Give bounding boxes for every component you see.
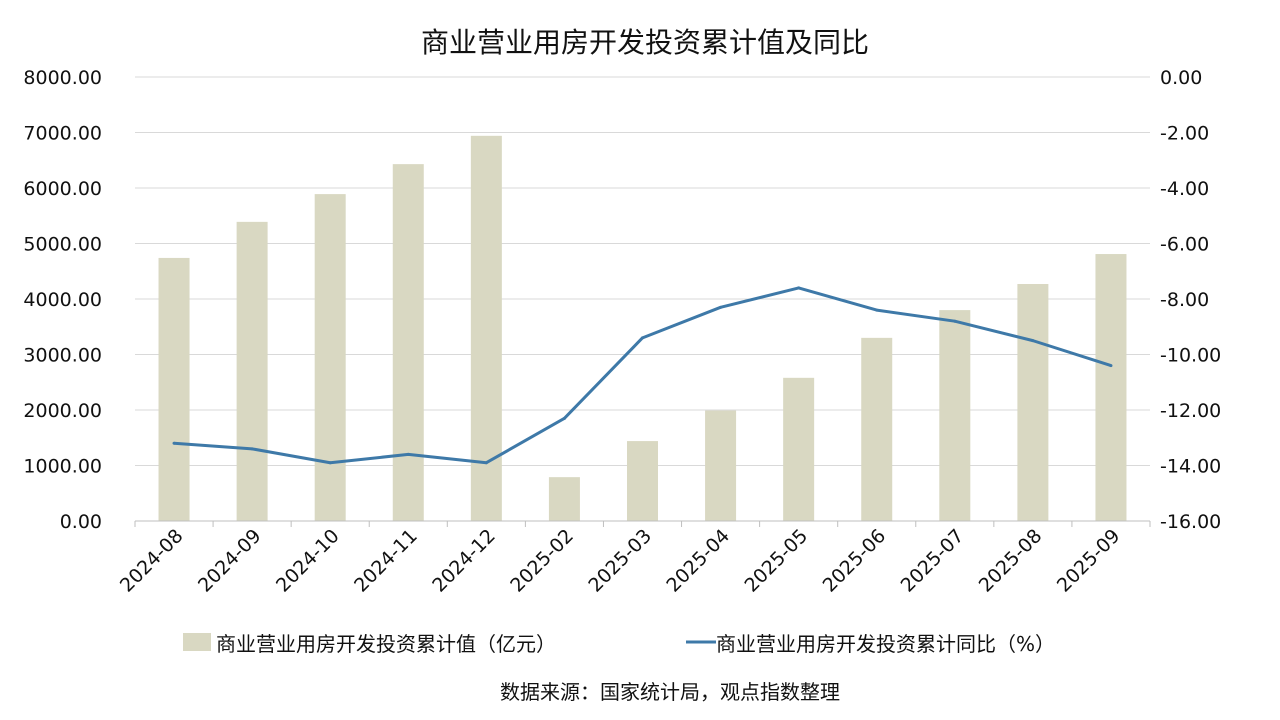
x-tick-label: 2025-05	[740, 525, 812, 597]
right-tick-label: 0.00	[1160, 67, 1202, 89]
bar	[548, 477, 580, 521]
source-note: 数据来源：国家统计局，观点指数整理	[500, 680, 840, 704]
left-tick-label: 1000.00	[23, 456, 102, 478]
x-axis: 2024-08 2024-09 2024-10 2024-11 2024-12 2025-…	[116, 520, 1151, 597]
left-tick-label: 6000.00	[23, 178, 102, 200]
line-point	[953, 319, 957, 323]
right-axis: -16.00 -14.00 -12.00 -10.00 -8.00 -6.00 -4.00 -…	[1160, 67, 1221, 533]
left-axis: 0.00 1000.00 2000.00 3000.00 4000.00 5000.00 6…	[23, 67, 102, 533]
left-tick-label: 4000.00	[23, 289, 102, 311]
line-series	[173, 286, 1112, 465]
legend-bar-swatch	[183, 633, 211, 651]
x-tick-label: 2025-08	[975, 525, 1047, 597]
left-tick-label: 2000.00	[23, 400, 102, 422]
x-tick-label: 2024-11	[350, 525, 422, 597]
legend-line-label: 商业营业用房开发投资累计同比（%）	[716, 632, 1055, 656]
x-tick-label: 2024-08	[116, 525, 188, 597]
legend: 商业营业用房开发投资累计值（亿元） 商业营业用房开发投资累计同比（%）	[183, 632, 1055, 656]
x-tick-label: 2025-09	[1053, 525, 1125, 597]
bar	[705, 410, 737, 521]
right-tick-label: -10.00	[1160, 345, 1221, 367]
x-tick-label: 2025-06	[819, 525, 891, 597]
line-point	[406, 452, 410, 456]
right-tick-label: -2.00	[1160, 123, 1209, 145]
x-tick-label: 2025-03	[584, 525, 656, 597]
grid-layer	[135, 76, 1150, 466]
bar	[861, 337, 893, 521]
line-point	[562, 416, 566, 420]
bar	[1095, 254, 1127, 522]
right-tick-label: -6.00	[1160, 234, 1209, 256]
line-point	[1109, 364, 1113, 368]
line-point	[250, 447, 254, 451]
legend-bar-label: 商业营业用房开发投资累计值（亿元）	[216, 632, 556, 656]
line-point	[1031, 339, 1035, 343]
right-tick-label: -8.00	[1160, 289, 1209, 311]
bar	[783, 377, 815, 521]
line-point	[328, 461, 332, 465]
line-point	[641, 336, 644, 340]
bar	[158, 257, 190, 521]
bar	[627, 441, 658, 521]
line-point	[797, 286, 801, 290]
right-tick-label: -16.00	[1160, 511, 1221, 533]
x-tick-label: 2024-12	[428, 525, 500, 597]
x-tick-label: 2024-09	[194, 525, 266, 597]
left-tick-label: 3000.00	[23, 345, 102, 367]
left-tick-label: 7000.00	[23, 123, 102, 145]
line-point	[484, 461, 488, 465]
x-tick-label: 2025-02	[506, 525, 578, 597]
line-point	[719, 305, 723, 309]
bar	[392, 164, 424, 521]
right-tick-label: -4.00	[1160, 178, 1209, 200]
left-tick-label: 8000.00	[23, 67, 102, 89]
bar	[939, 310, 971, 521]
left-tick-label: 0.00	[60, 511, 102, 533]
x-tick-label: 2025-07	[897, 525, 969, 597]
x-tick-label: 2024-10	[272, 525, 344, 597]
bar	[314, 194, 346, 522]
right-tick-label: -12.00	[1160, 400, 1221, 422]
chart-title: 商业营业用房开发投资累计值及同比	[421, 26, 869, 59]
bar	[236, 221, 268, 522]
right-tick-label: -14.00	[1160, 456, 1221, 478]
line-layer	[172, 286, 1113, 465]
bar	[1017, 284, 1049, 521]
x-tick-label: 2025-04	[662, 525, 734, 597]
line-point	[875, 308, 879, 312]
line-point	[172, 441, 176, 445]
left-tick-label: 5000.00	[23, 234, 102, 256]
